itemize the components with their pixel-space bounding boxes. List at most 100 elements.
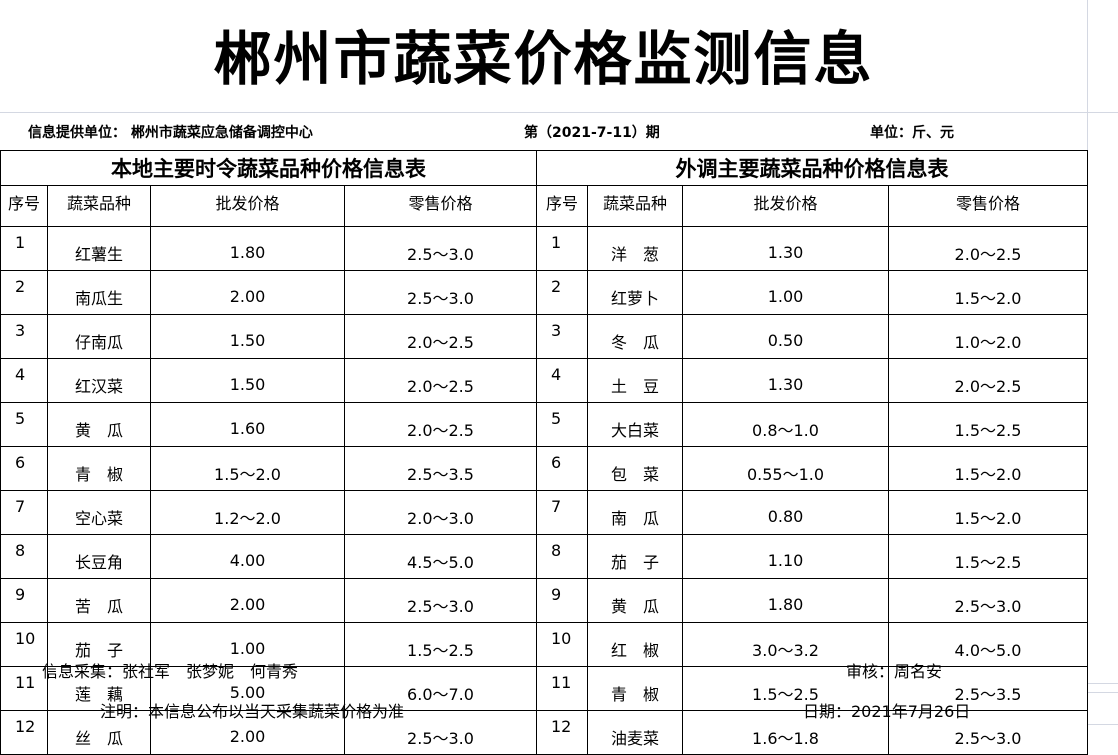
local-cell: 2.5～3.0 (344, 270, 537, 315)
local-cell: 2.5～3.0 (344, 226, 537, 271)
external-cell: 大白菜 (587, 402, 683, 447)
local-cell: 莲 藕 (47, 666, 151, 711)
external-cell: 2.0～2.5 (888, 226, 1088, 271)
local-cell: 5.00 (150, 666, 345, 711)
local-cell: 11 (0, 666, 48, 711)
external-cell: 8 (536, 534, 588, 579)
local-cell: 1.80 (150, 226, 345, 271)
external-cell: 4 (536, 358, 588, 403)
external-cell: 1.5～2.5 (682, 666, 889, 711)
local-cell: 1.5～2.0 (150, 446, 345, 491)
date: 日期：2021年7月26日 (803, 702, 971, 721)
local-cell: 8 (0, 534, 48, 579)
external-cell: 包 菜 (587, 446, 683, 491)
external-cell: 2.0～2.5 (888, 358, 1088, 403)
external-header-cell: 零售价格 (888, 185, 1088, 227)
external-cell: 4.0～5.0 (888, 622, 1088, 667)
local-cell: 红汉菜 (47, 358, 151, 403)
local-cell: 苦 瓜 (47, 578, 151, 623)
external-cell: 3 (536, 314, 588, 359)
external-cell: 1.30 (682, 358, 889, 403)
local-cell: 2.0～3.0 (344, 490, 537, 535)
external-cell: 南 瓜 (587, 490, 683, 535)
external-cell: 10 (536, 622, 588, 667)
local-cell: 黄 瓜 (47, 402, 151, 447)
external-cell: 2 (536, 270, 588, 315)
local-cell: 茄 子 (47, 622, 151, 667)
local-header-cell: 批发价格 (150, 185, 345, 227)
external-cell: 6 (536, 446, 588, 491)
local-cell: 12 (0, 710, 48, 755)
external-cell: 1.5～2.5 (888, 534, 1088, 579)
external-cell: 0.80 (682, 490, 889, 535)
external-cell: 0.50 (682, 314, 889, 359)
local-cell: 1.50 (150, 314, 345, 359)
external-cell: 0.8～1.0 (682, 402, 889, 447)
external-cell: 1.30 (682, 226, 889, 271)
local-cell: 4 (0, 358, 48, 403)
external-cell: 9 (536, 578, 588, 623)
note: 注明：本信息公布以当天采集蔬菜价格为准 (100, 702, 405, 721)
local-cell: 5 (0, 402, 48, 447)
external-table-title: 外调主要蔬菜品种价格信息表 (536, 150, 1088, 186)
local-table-title: 本地主要时令蔬菜品种价格信息表 (0, 150, 537, 186)
local-cell: 9 (0, 578, 48, 623)
issue-number: 第（2021-7-11）期 (524, 125, 660, 141)
table-row: 8 长豆角 4.00 4.5～5.0 8 茄 子 1.10 1.5～2.5 (0, 534, 1088, 579)
local-cell: 2.0～2.5 (344, 314, 537, 359)
external-cell: 土 豆 (587, 358, 683, 403)
local-cell: 青 椒 (47, 446, 151, 491)
external-header-cell: 蔬菜品种 (587, 185, 683, 227)
local-cell: 4.00 (150, 534, 345, 579)
table-row: 1 红薯生 1.80 2.5～3.0 1 洋 葱 1.30 2.0～2.5 (0, 226, 1088, 271)
local-cell: 7 (0, 490, 48, 535)
local-cell: 2.5～3.5 (344, 446, 537, 491)
reviewer: 审核：周名安 (846, 662, 943, 681)
local-header-cell: 序号 (0, 185, 48, 227)
external-cell: 1.10 (682, 534, 889, 579)
local-cell: 10 (0, 622, 48, 667)
external-cell: 1.0～2.0 (888, 314, 1088, 359)
local-cell: 2.00 (150, 578, 345, 623)
local-cell: 2.0～2.5 (344, 402, 537, 447)
local-cell: 2.5～3.0 (344, 578, 537, 623)
external-header-cell: 批发价格 (682, 185, 889, 227)
local-cell: 6 (0, 446, 48, 491)
external-cell: 3.0～3.2 (682, 622, 889, 667)
local-cell: 1 (0, 226, 48, 271)
local-cell: 空心菜 (47, 490, 151, 535)
table-row: 4 红汉菜 1.50 2.0～2.5 4 土 豆 1.30 2.0～2.5 (0, 358, 1088, 403)
external-cell: 7 (536, 490, 588, 535)
external-header-cell: 序号 (536, 185, 588, 227)
external-cell: 1.5～2.5 (888, 402, 1088, 447)
local-cell: 红薯生 (47, 226, 151, 271)
external-cell: 2.5～3.5 (888, 666, 1088, 711)
page-title: 郴州市蔬菜价格监测信息 (213, 25, 874, 93)
local-cell: 2.00 (150, 270, 345, 315)
table-row: 7 空心菜 1.2～2.0 2.0～3.0 7 南 瓜 0.80 1.5～2.0 (0, 490, 1088, 535)
external-cell: 1.00 (682, 270, 889, 315)
provider: 信息提供单位： 郴州市蔬菜应急储备调控中心 (28, 125, 313, 141)
local-cell: 1.5～2.5 (344, 622, 537, 667)
external-cell: 1.80 (682, 578, 889, 623)
local-cell: 4.5～5.0 (344, 534, 537, 579)
external-cell: 黄 瓜 (587, 578, 683, 623)
local-cell: 1.00 (150, 622, 345, 667)
external-cell: 洋 葱 (587, 226, 683, 271)
table-row: 11 莲 藕 5.00 6.0～7.0 11 青 椒 1.5～2.5 2.5～3.5 (0, 666, 1088, 711)
table-row: 3 仔南瓜 1.50 2.0～2.5 3 冬 瓜 0.50 1.0～2.0 (0, 314, 1088, 359)
local-cell: 3 (0, 314, 48, 359)
external-cell: 0.55～1.0 (682, 446, 889, 491)
table-row: 10 茄 子 1.00 1.5～2.5 10 红 椒 3.0～3.2 4.0～5.0 (0, 622, 1088, 667)
table-row: 2 南瓜生 2.00 2.5～3.0 2 红萝卜 1.00 1.5～2.0 (0, 270, 1088, 315)
external-cell: 1.5～2.0 (888, 446, 1088, 491)
local-cell: 2.0～2.5 (344, 358, 537, 403)
local-cell: 南瓜生 (47, 270, 151, 315)
local-cell: 长豆角 (47, 534, 151, 579)
local-cell: 仔南瓜 (47, 314, 151, 359)
external-cell: 1 (536, 226, 588, 271)
external-cell: 茄 子 (587, 534, 683, 579)
